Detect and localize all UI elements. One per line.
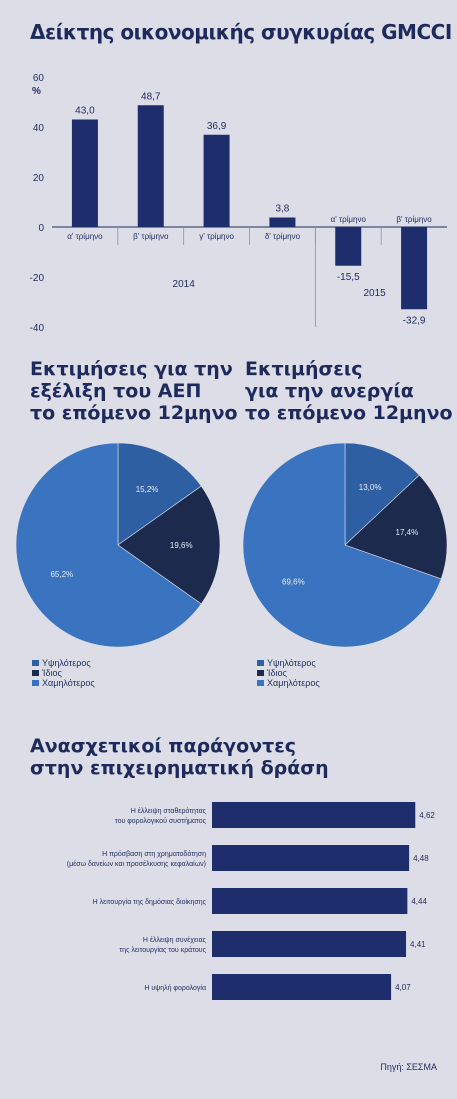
legend-gdp: Υψηλότερος Ίδιος Χαμηλότερος xyxy=(32,658,95,688)
y-axis-label: % xyxy=(32,86,41,97)
legend-swatch xyxy=(257,660,264,666)
factor-category-label: Η έλλειψη συνέχειας xyxy=(143,936,207,944)
factor-bar xyxy=(212,974,392,1000)
factor-category-label: (μέσω δανείων και προσέλκυσης κεφαλαίων) xyxy=(67,860,206,868)
bar-value-label: -15,5 xyxy=(337,272,360,283)
legend-label-same: Ίδιος xyxy=(267,668,287,678)
factor-value-label: 4,07 xyxy=(395,983,411,992)
factor-bar xyxy=(212,888,408,914)
factor-category-label: Η λειτουργία της δημόσιας διοίκησης xyxy=(93,898,207,906)
bar-value-label: -32,9 xyxy=(403,315,426,326)
factor-value-label: 4,62 xyxy=(419,811,435,820)
legend-item: Υψηλότερος xyxy=(32,658,95,668)
factor-value-label: 4,44 xyxy=(411,897,427,906)
category-label: α' τρίμηνο xyxy=(331,215,367,224)
chart-title-unemployment: Εκτιμήσεις για την ανεργία το επόμενο 12… xyxy=(245,358,453,424)
legend-label-higher: Υψηλότερος xyxy=(267,658,316,668)
group-label: 2014 xyxy=(173,279,196,290)
y-tick-label: 0 xyxy=(38,223,44,234)
legend-label-higher: Υψηλότερος xyxy=(42,658,91,668)
source-note: Πηγή: ΣΕΣΜΑ xyxy=(380,1062,437,1072)
factor-bar xyxy=(212,845,410,871)
legend-label-lower: Χαμηλότερος xyxy=(42,678,95,688)
pie-slice xyxy=(242,442,442,648)
legend-item: Χαμηλότερος xyxy=(32,678,95,688)
legend-swatch xyxy=(257,680,264,686)
factor-value-label: 4,48 xyxy=(413,854,429,863)
pie-value-label: 19,6% xyxy=(170,541,193,550)
bar xyxy=(203,134,230,227)
legend-label-lower: Χαμηλότερος xyxy=(267,678,320,688)
y-tick-label: -40 xyxy=(30,323,45,334)
y-tick-label: 40 xyxy=(33,123,45,134)
legend-label-same: Ίδιος xyxy=(42,668,62,678)
bar xyxy=(335,227,362,266)
legend-swatch xyxy=(32,680,39,686)
y-tick-label: 20 xyxy=(33,173,45,184)
factor-category-label: της λειτουργίας του κράτους xyxy=(119,946,206,954)
legend-swatch xyxy=(32,660,39,666)
pie-charts: 15,2% 19,6% 65,2% 13,0% 17,4% 69,6% xyxy=(15,442,448,648)
y-tick-label: 60 xyxy=(33,73,45,84)
pie-value-label: 17,4% xyxy=(396,528,419,537)
group-label: 2015 xyxy=(363,288,386,299)
pie-value-label: 69,6% xyxy=(282,578,305,587)
bar-value-label: 43,0 xyxy=(75,106,95,117)
factor-category-label: του φορολογικού συστήματος xyxy=(115,817,207,825)
bar-value-label: 36,9 xyxy=(207,121,227,132)
factor-category-label: Η έλλειψη σταθερότητας xyxy=(131,807,207,815)
bar xyxy=(269,217,296,227)
bar-value-label: 48,7 xyxy=(141,91,161,102)
bar xyxy=(137,105,164,227)
y-tick-label: -20 xyxy=(30,273,45,284)
pie-value-label: 15,2% xyxy=(136,485,159,494)
category-label: α' τρίμηνο xyxy=(67,232,103,241)
legend-swatch xyxy=(32,670,39,676)
bar xyxy=(401,227,428,310)
factor-bar xyxy=(212,931,407,957)
pie-value-label: 65,2% xyxy=(50,570,73,579)
factor-category-label: Η πρόσβαση στη χρηματοδότηση xyxy=(102,850,206,858)
gmcci-bar-chart: -40 -20 0 20 40 60% 43,0 α' τρίμηνο 48,7 β' τρίμη… xyxy=(30,73,447,334)
legend-item: Υψηλότερος xyxy=(257,658,320,668)
bar xyxy=(71,119,98,227)
chart-title-factors: Ανασχετικοί παράγοντες στην επιχειρηματι… xyxy=(30,735,329,779)
legend-swatch xyxy=(257,670,264,676)
chart-title-gdp: Εκτιμήσεις για την εξέλιξη του ΑΕΠ το επ… xyxy=(30,358,238,424)
legend-item: Ίδιος xyxy=(32,668,95,678)
legend-unemployment: Υψηλότερος Ίδιος Χαμηλότερος xyxy=(257,658,320,688)
legend-item: Ίδιος xyxy=(257,668,320,678)
category-label: β' τρίμηνο xyxy=(133,232,169,241)
factor-bar xyxy=(212,802,416,828)
legend-item: Χαμηλότερος xyxy=(257,678,320,688)
factor-value-label: 4,41 xyxy=(410,940,426,949)
pie-slice xyxy=(15,442,202,648)
pie-slice xyxy=(117,485,221,605)
category-label: β' τρίμηνο xyxy=(396,215,432,224)
chart-title-gmcci: Δείκτης οικονομικής συγκυρίας GMCCI xyxy=(30,20,452,44)
factor-category-label: Η υψηλή φορολογία xyxy=(144,984,206,992)
pie-slice xyxy=(344,442,420,546)
bar-value-label: 3,8 xyxy=(275,204,289,215)
pie-slice xyxy=(344,474,448,580)
pie-slice xyxy=(117,442,202,546)
category-label: γ' τρίμηνο xyxy=(199,232,234,241)
category-label: δ' τρίμηνο xyxy=(265,232,301,241)
pie-value-label: 13,0% xyxy=(359,483,382,492)
